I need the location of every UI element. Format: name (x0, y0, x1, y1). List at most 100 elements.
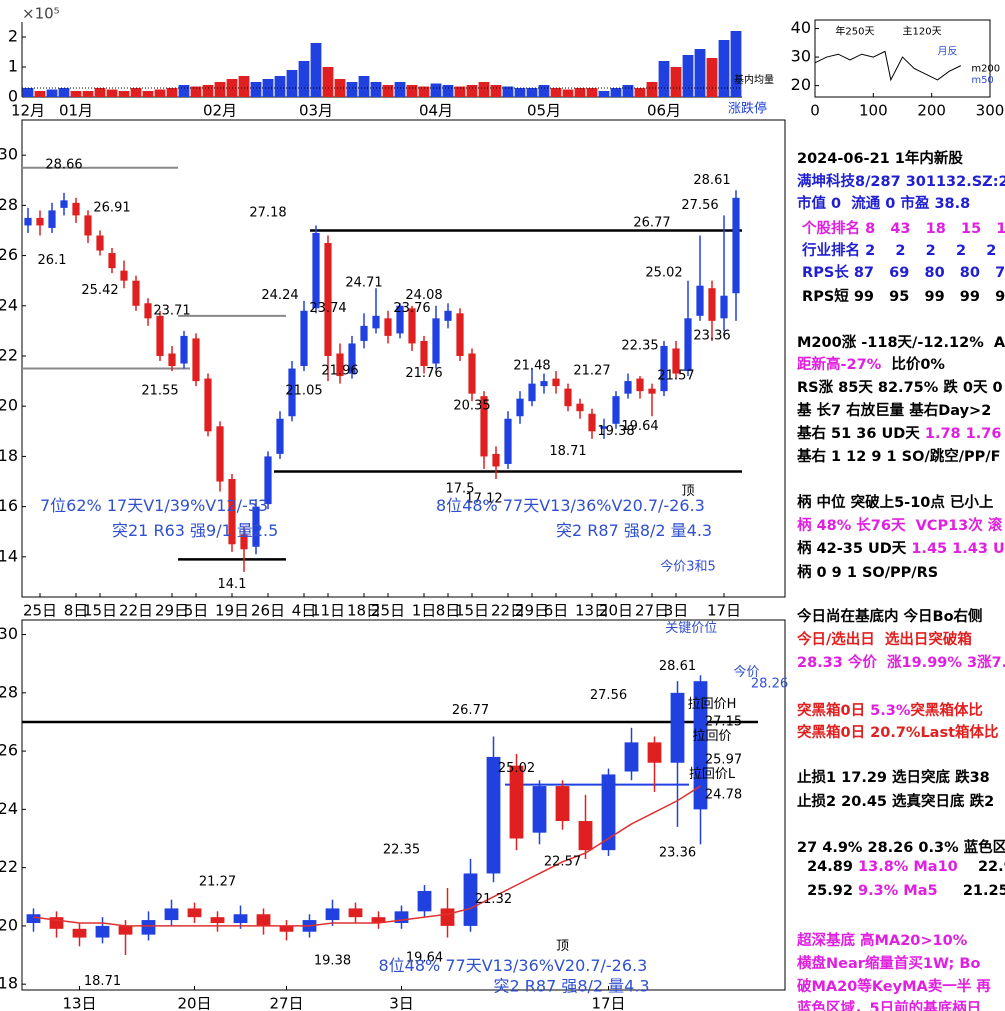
y-tick-label: 2 (8, 27, 18, 46)
candle-body (468, 353, 476, 394)
info-text: 突黑箱0日 20.7%Last箱体比 (797, 725, 999, 741)
volume-bar (562, 89, 574, 97)
volume-bar (694, 49, 706, 97)
volume-bar (706, 58, 718, 97)
info-line: 27 4.9% 28.26 0.3% 蓝色区 (797, 836, 1005, 857)
x-tick-label: 15日 (455, 602, 489, 620)
y-tick-label: 1 (8, 57, 18, 76)
candle-body (300, 310, 308, 367)
y-tick-label: 40 (791, 18, 811, 37)
candle-body (336, 353, 344, 377)
y-tick-label: 0 (8, 87, 18, 106)
volume-bar (142, 91, 154, 97)
annotation: 28.26 (751, 677, 788, 692)
candle-body (325, 908, 340, 921)
x-tick-label: 25日 (23, 602, 57, 620)
annotation: 23.71 (153, 303, 190, 318)
info-text: 基 长7 右放巨量 基右Day>2 (797, 403, 992, 419)
volume-bar (466, 85, 478, 97)
x-tick-label: 17日 (591, 995, 625, 1011)
volume-bar (574, 88, 586, 97)
candle-body (720, 295, 728, 319)
y-tick-label: 30 (791, 47, 811, 66)
volume-bar (358, 76, 370, 97)
volume-bar (22, 88, 34, 97)
candle-body (463, 873, 478, 926)
volume-bar (502, 86, 514, 97)
x-tick-label: 0 (810, 102, 820, 120)
annotation: 21.27 (573, 364, 610, 379)
x-tick-label: 200 (917, 102, 946, 120)
info-line: 今日/选出日 选出日突破箱 (797, 628, 972, 649)
y-tick-label: 30 (0, 624, 18, 643)
x-tick-label: 27日 (269, 995, 303, 1011)
candle-body (480, 396, 488, 457)
annotation: 7位62% 17天V1/39%V12/-53 (40, 496, 268, 515)
info-text: 比价0% (881, 357, 945, 373)
candle-body (396, 305, 404, 334)
y-tick-label: 22 (0, 345, 18, 364)
annotation: 25.97 (705, 752, 742, 767)
candle-body (348, 343, 356, 374)
info-line: 市值 0 流通 0 市盈 38.8 (797, 192, 970, 213)
info-text: 破MA20等KeyMA卖一半 再 (797, 979, 991, 995)
annotation: 23.76 (393, 301, 430, 316)
candle-body (540, 381, 548, 387)
annotation: 28.66 (45, 158, 82, 173)
info-line: RPS短 99 95 99 99 99 (797, 285, 1005, 306)
volume-bar (46, 89, 58, 97)
volume-bar (130, 88, 142, 97)
volume-bar (238, 76, 250, 97)
candle-body (210, 917, 225, 923)
candle-body (120, 270, 128, 281)
info-text: 25.92 (797, 883, 859, 899)
candle-body (240, 534, 248, 550)
annotation: 21.57 (657, 369, 694, 384)
candle-body (504, 418, 512, 464)
volume-bar (310, 43, 322, 97)
candle-body (601, 774, 616, 851)
candle-body (624, 742, 639, 772)
x-tick-label: 8日 (64, 602, 89, 620)
annotation: 21.96 (321, 364, 358, 379)
info-line: M200涨 -118天/-12.12% AD (797, 331, 1005, 352)
candle-body (647, 742, 662, 763)
candle-body (486, 756, 501, 874)
info-text: 蓝色区域，5日前的基底柄日 (797, 1001, 982, 1011)
annotation: 17.12 (465, 492, 502, 507)
candle-body (440, 908, 455, 926)
info-line: RS涨 85天 82.75% 跌 0天 0 (797, 376, 1003, 397)
y-tick-label: 26 (0, 245, 18, 264)
annotation: 今价 (733, 664, 759, 680)
x-tick-label: 300 (976, 102, 1005, 120)
info-text: 满坤科技8/287 301132.SZ:2 (797, 174, 1005, 190)
annotation: 今价3和5 (660, 558, 716, 574)
candle-body (684, 318, 692, 372)
annotation: 24.78 (705, 787, 742, 802)
annotation: 24.08 (405, 288, 442, 303)
y-tick-label: 24 (0, 295, 18, 314)
candle-body (279, 925, 294, 932)
info-text: 2024-06-21 1年内新股 (797, 151, 963, 167)
annotation: 26.77 (452, 703, 489, 718)
info-line: 满坤科技8/287 301132.SZ:2 (797, 170, 1005, 191)
volume-bar (70, 91, 82, 97)
info-text: 止损2 20.45 选真突日底 跌2 (797, 794, 995, 810)
annotation: 25.02 (645, 266, 682, 281)
info-text: RPS长 87 69 80 80 76 (797, 265, 1005, 281)
info-text: 13.8% Ma10 (858, 859, 958, 875)
info-text: 1.45 1.43 UD (911, 541, 1005, 557)
annotation: 23.74 (309, 301, 346, 316)
x-tick-label: 22日 (491, 602, 525, 620)
annotation: 28.61 (693, 173, 730, 188)
frame (21, 119, 786, 598)
candle-body (95, 925, 110, 938)
info-text: 27 4.9% 28.26 0.3% 蓝色区 (797, 840, 1005, 856)
info-text: 基右 51 36 UD天 (797, 426, 925, 442)
annotation: 主120天 (903, 25, 942, 37)
info-text: 22.99 (977, 859, 1005, 875)
info-text: 今日尚在基底内 今日Bo右侧 (797, 609, 983, 625)
x-tick-label: 20日 (177, 995, 211, 1011)
candle-body (204, 378, 212, 432)
